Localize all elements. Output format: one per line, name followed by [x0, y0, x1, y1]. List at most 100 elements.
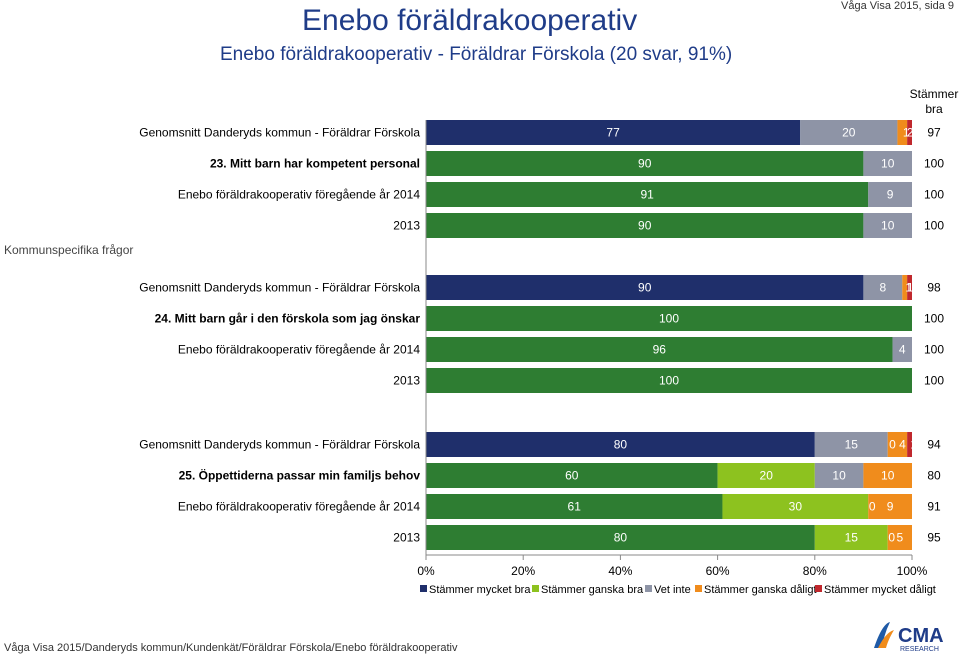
legend-swatch — [695, 585, 702, 592]
data-label: 1 — [903, 126, 910, 140]
data-label: 9 — [887, 188, 894, 202]
data-label: 0 — [913, 374, 920, 388]
legend-label: Stämmer ganska bra — [541, 584, 644, 596]
row-label: Enebo föräldrakooperativ föregående år 2… — [178, 188, 421, 202]
data-label: 15 — [845, 438, 859, 452]
row-label: Genomsnitt Danderyds kommun - Föräldrar … — [139, 438, 420, 452]
total-label: 95 — [927, 531, 941, 545]
data-label: 0 — [913, 312, 920, 326]
x-tick-label: 100% — [897, 564, 928, 578]
total-label: 100 — [924, 343, 944, 357]
data-label: 60 — [565, 469, 579, 483]
data-label: 30 — [789, 500, 803, 514]
bar-segment — [426, 306, 912, 331]
right-header-line2: bra — [925, 102, 943, 116]
data-label: 100 — [659, 374, 679, 388]
page-reference: Våga Visa 2015, sida 9 — [841, 0, 954, 12]
legend-label: Stämmer mycket dåligt — [824, 584, 936, 596]
total-label: 100 — [924, 157, 944, 171]
bar-segment — [800, 120, 898, 145]
bar-segment — [868, 494, 912, 519]
data-label: 10 — [881, 219, 895, 233]
row-label: Genomsnitt Danderyds kommun - Föräldrar … — [139, 281, 420, 295]
bar-segment — [426, 151, 864, 176]
bar-segment — [426, 525, 815, 550]
bar-segment — [902, 275, 908, 300]
data-label: 8 — [879, 281, 886, 295]
bar-segment — [426, 463, 718, 488]
data-label: 0 — [913, 188, 920, 202]
bar-segment — [907, 432, 912, 457]
legend-swatch — [815, 585, 822, 592]
data-label: 0 — [913, 531, 920, 545]
data-label: 0 4 — [889, 438, 906, 452]
row-label: 24. Mitt barn går i den förskola som jag… — [155, 312, 421, 326]
data-label: 0 — [913, 219, 920, 233]
data-label: 10 — [881, 157, 895, 171]
bar-segment — [887, 525, 912, 550]
row-label: 23. Mitt barn har kompetent personal — [210, 157, 420, 171]
data-label: 9 — [887, 500, 894, 514]
bar-segment — [863, 151, 912, 176]
data-label: 4 — [899, 343, 906, 357]
data-label: 5 — [897, 531, 904, 545]
data-label: 0 — [913, 500, 920, 514]
legend-label: Stämmer ganska dåligt — [704, 584, 817, 596]
data-label: 80 — [614, 438, 628, 452]
data-label: 90 — [638, 219, 652, 233]
bar-segment — [426, 120, 801, 145]
x-tick-label: 20% — [511, 564, 535, 578]
row-label: Genomsnitt Danderyds kommun - Föräldrar … — [139, 126, 420, 140]
legend-swatch — [645, 585, 652, 592]
bar-segment — [887, 432, 908, 457]
legend-swatch — [532, 585, 539, 592]
footer-path: Våga Visa 2015/Danderyds kommun/Kundenkä… — [4, 642, 458, 654]
data-label: 10 — [881, 469, 895, 483]
bar-segment — [426, 432, 815, 457]
bar-segment — [426, 494, 723, 519]
data-label: 90 — [638, 281, 652, 295]
data-label: 91 — [640, 188, 654, 202]
data-label: 90 — [638, 157, 652, 171]
bar-segment — [863, 275, 903, 300]
data-label: 20 — [842, 126, 856, 140]
logo-subtext: RESEARCH — [900, 646, 939, 653]
bar-segment — [897, 120, 908, 145]
data-label: 0 — [913, 469, 920, 483]
data-label: 20 — [760, 469, 774, 483]
x-tick-label: 0% — [417, 564, 435, 578]
data-label: 21 — [907, 126, 921, 140]
row-label: 2013 — [393, 374, 420, 388]
data-label: 0 — [888, 531, 895, 545]
data-label: 1 — [905, 281, 912, 295]
bar-segment — [426, 213, 864, 238]
bar-segment — [868, 182, 912, 207]
row-label: 2013 — [393, 531, 420, 545]
row-label: 25. Öppettiderna passar min familjs beho… — [179, 468, 421, 483]
legend-label: Stämmer mycket bra — [429, 584, 531, 596]
x-tick-label: 80% — [803, 564, 827, 578]
data-label: 61 — [568, 500, 582, 514]
data-label: 10 — [907, 281, 921, 295]
side-category-label: Kommunspecifika frågor — [4, 243, 133, 257]
total-label: 100 — [924, 219, 944, 233]
page-subtitle: Enebo föräldrakooperativ - Föräldrar För… — [220, 44, 733, 65]
data-label: 15 — [845, 531, 859, 545]
bar-segment — [814, 432, 888, 457]
bar-segment — [426, 368, 912, 393]
data-label: 100 — [659, 312, 679, 326]
right-header-line1: Stämmer — [910, 87, 959, 101]
total-label: 100 — [924, 188, 944, 202]
page-title: Enebo föräldrakooperativ — [302, 4, 638, 37]
total-label: 100 — [924, 312, 944, 326]
data-label: 77 — [606, 126, 620, 140]
bar-segment — [863, 463, 912, 488]
total-label: 97 — [927, 126, 941, 140]
x-tick-label: 60% — [706, 564, 730, 578]
cma-logo: CMA RESEARCH — [874, 622, 944, 653]
logo-text: CMA — [898, 625, 944, 647]
bar-segment — [814, 525, 888, 550]
bar-segment — [717, 463, 815, 488]
data-label: 80 — [614, 531, 628, 545]
